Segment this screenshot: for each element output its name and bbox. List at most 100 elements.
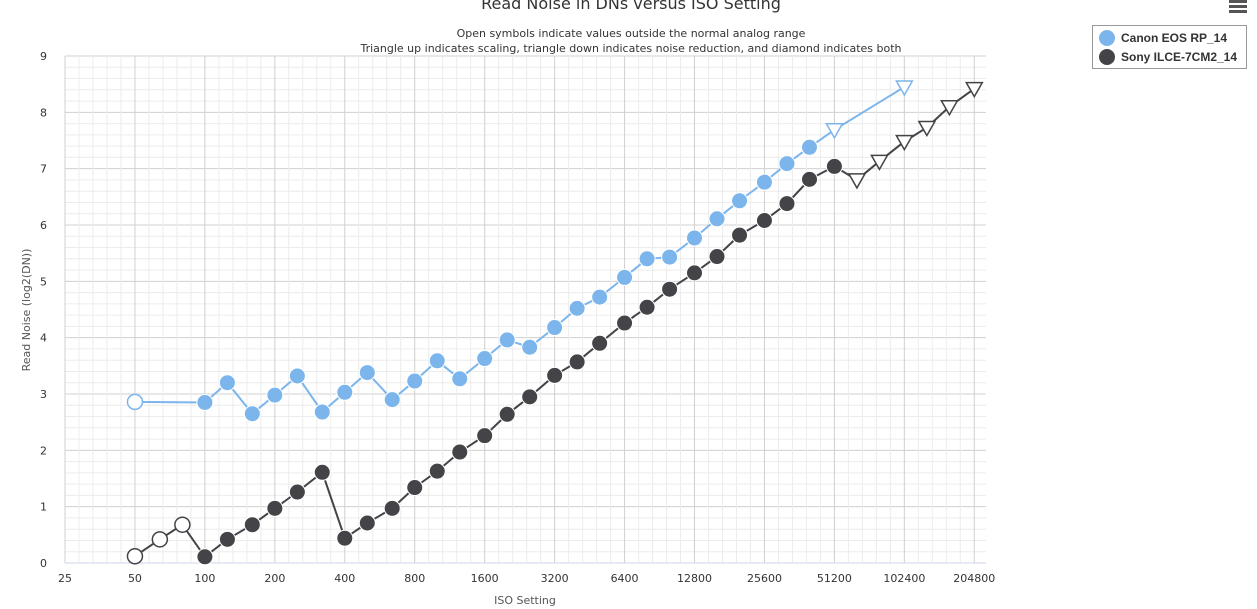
data-point[interactable] — [243, 405, 261, 423]
data-point[interactable] — [498, 405, 516, 423]
x-tick-label: 50 — [128, 572, 142, 585]
hamburger-menu-icon[interactable] — [1229, 0, 1247, 14]
y-tick-label: 5 — [40, 275, 47, 288]
data-point[interactable] — [218, 530, 236, 548]
data-point[interactable] — [383, 391, 401, 409]
data-point-open[interactable] — [126, 393, 144, 411]
data-point[interactable] — [591, 334, 609, 352]
data-point[interactable] — [428, 352, 446, 370]
data-point[interactable] — [451, 370, 469, 388]
data-point[interactable] — [476, 350, 494, 368]
x-tick-label: 200 — [264, 572, 285, 585]
legend-item-sony[interactable]: Sony ILCE-7CM2_14 — [1099, 48, 1237, 66]
x-tick-label: 1600 — [471, 572, 499, 585]
data-point[interactable] — [476, 427, 494, 445]
series-layer — [126, 80, 984, 566]
data-point[interactable] — [196, 393, 214, 411]
data-point[interactable] — [383, 499, 401, 517]
data-point[interactable] — [591, 288, 609, 306]
data-point[interactable] — [755, 211, 773, 229]
data-point-open[interactable] — [126, 547, 144, 565]
data-point[interactable] — [686, 229, 704, 247]
data-point[interactable] — [498, 331, 516, 349]
data-point[interactable] — [755, 173, 773, 191]
data-point[interactable] — [521, 388, 539, 406]
data-point[interactable] — [778, 195, 796, 213]
data-point-triangle-down[interactable] — [940, 99, 959, 117]
data-point[interactable] — [616, 268, 634, 286]
menu-bar-middle — [1229, 5, 1247, 8]
data-point[interactable] — [638, 298, 656, 316]
data-point[interactable] — [358, 514, 376, 532]
data-point[interactable] — [406, 372, 424, 390]
data-point[interactable] — [708, 210, 726, 228]
x-tick-label: 6400 — [611, 572, 639, 585]
grid-lines — [64, 55, 986, 564]
chart-title: Read Noise in DNs versus ISO Setting — [481, 0, 781, 13]
legend-marker-canon — [1099, 30, 1115, 46]
data-point[interactable] — [313, 403, 331, 421]
data-point[interactable] — [336, 383, 354, 401]
menu-bar-bottom — [1229, 10, 1247, 13]
data-point-open[interactable] — [174, 516, 191, 533]
x-tick-label: 800 — [404, 572, 425, 585]
series-line — [134, 86, 905, 416]
data-point[interactable] — [568, 299, 586, 317]
y-tick-label: 8 — [40, 106, 47, 119]
data-point-triangle-down[interactable] — [917, 120, 937, 138]
data-point[interactable] — [546, 366, 564, 384]
data-point[interactable] — [800, 170, 818, 188]
data-point-triangle-down[interactable] — [870, 154, 889, 171]
data-point[interactable] — [568, 353, 586, 371]
data-point-triangle-down[interactable] — [847, 173, 867, 190]
data-point[interactable] — [196, 548, 214, 566]
data-point[interactable] — [825, 157, 843, 175]
data-point[interactable] — [800, 138, 818, 156]
data-point-triangle-down[interactable] — [964, 81, 984, 99]
y-tick-label: 6 — [40, 219, 47, 232]
data-point[interactable] — [336, 529, 354, 547]
data-point[interactable] — [218, 374, 236, 392]
data-point[interactable] — [686, 264, 704, 282]
data-point[interactable] — [406, 479, 424, 497]
chart-subtitle-line-2: Triangle up indicates scaling, triangle … — [359, 42, 901, 55]
data-point-triangle-down[interactable] — [825, 123, 844, 140]
data-point[interactable] — [288, 483, 306, 501]
y-tick-label: 1 — [40, 501, 47, 514]
data-point[interactable] — [638, 250, 656, 268]
x-tick-label: 3200 — [541, 572, 569, 585]
chart-subtitle-line-1: Open symbols indicate values outside the… — [457, 27, 806, 40]
y-tick-label: 3 — [40, 388, 47, 401]
data-point[interactable] — [661, 248, 679, 266]
legend-item-canon[interactable]: Canon EOS RP_14 — [1099, 29, 1227, 47]
data-point[interactable] — [428, 462, 446, 480]
data-point[interactable] — [243, 516, 261, 534]
x-tick-label: 25600 — [747, 572, 782, 585]
chart-legend: Canon EOS RP_14 Sony ILCE-7CM2_14 — [1092, 25, 1247, 69]
data-point[interactable] — [731, 192, 749, 210]
data-point[interactable] — [266, 386, 284, 404]
data-point[interactable] — [661, 280, 679, 298]
data-point[interactable] — [708, 248, 726, 266]
data-point-triangle-down[interactable] — [895, 134, 914, 152]
data-point[interactable] — [288, 367, 306, 385]
x-tick-label: 400 — [334, 572, 355, 585]
data-point-open[interactable] — [151, 531, 169, 548]
data-point-triangle-down[interactable] — [895, 80, 914, 97]
data-point[interactable] — [616, 314, 634, 332]
data-point[interactable] — [731, 226, 749, 244]
data-point[interactable] — [546, 319, 564, 337]
data-point[interactable] — [313, 463, 331, 481]
data-point[interactable] — [778, 155, 796, 173]
x-tick-label: 204800 — [953, 572, 995, 585]
x-tick-label: 102400 — [883, 572, 925, 585]
axes: 0 1 2 3 4 5 6 7 8 9 25 50 100 200 400 800 1600 3200 6400 12… — [40, 50, 995, 585]
data-point[interactable] — [451, 443, 469, 461]
y-tick-label: 2 — [40, 444, 47, 457]
data-point[interactable] — [521, 338, 539, 356]
data-point[interactable] — [266, 499, 284, 517]
y-tick-label: 9 — [40, 50, 47, 63]
series-sony — [126, 81, 984, 566]
data-point[interactable] — [358, 364, 376, 382]
